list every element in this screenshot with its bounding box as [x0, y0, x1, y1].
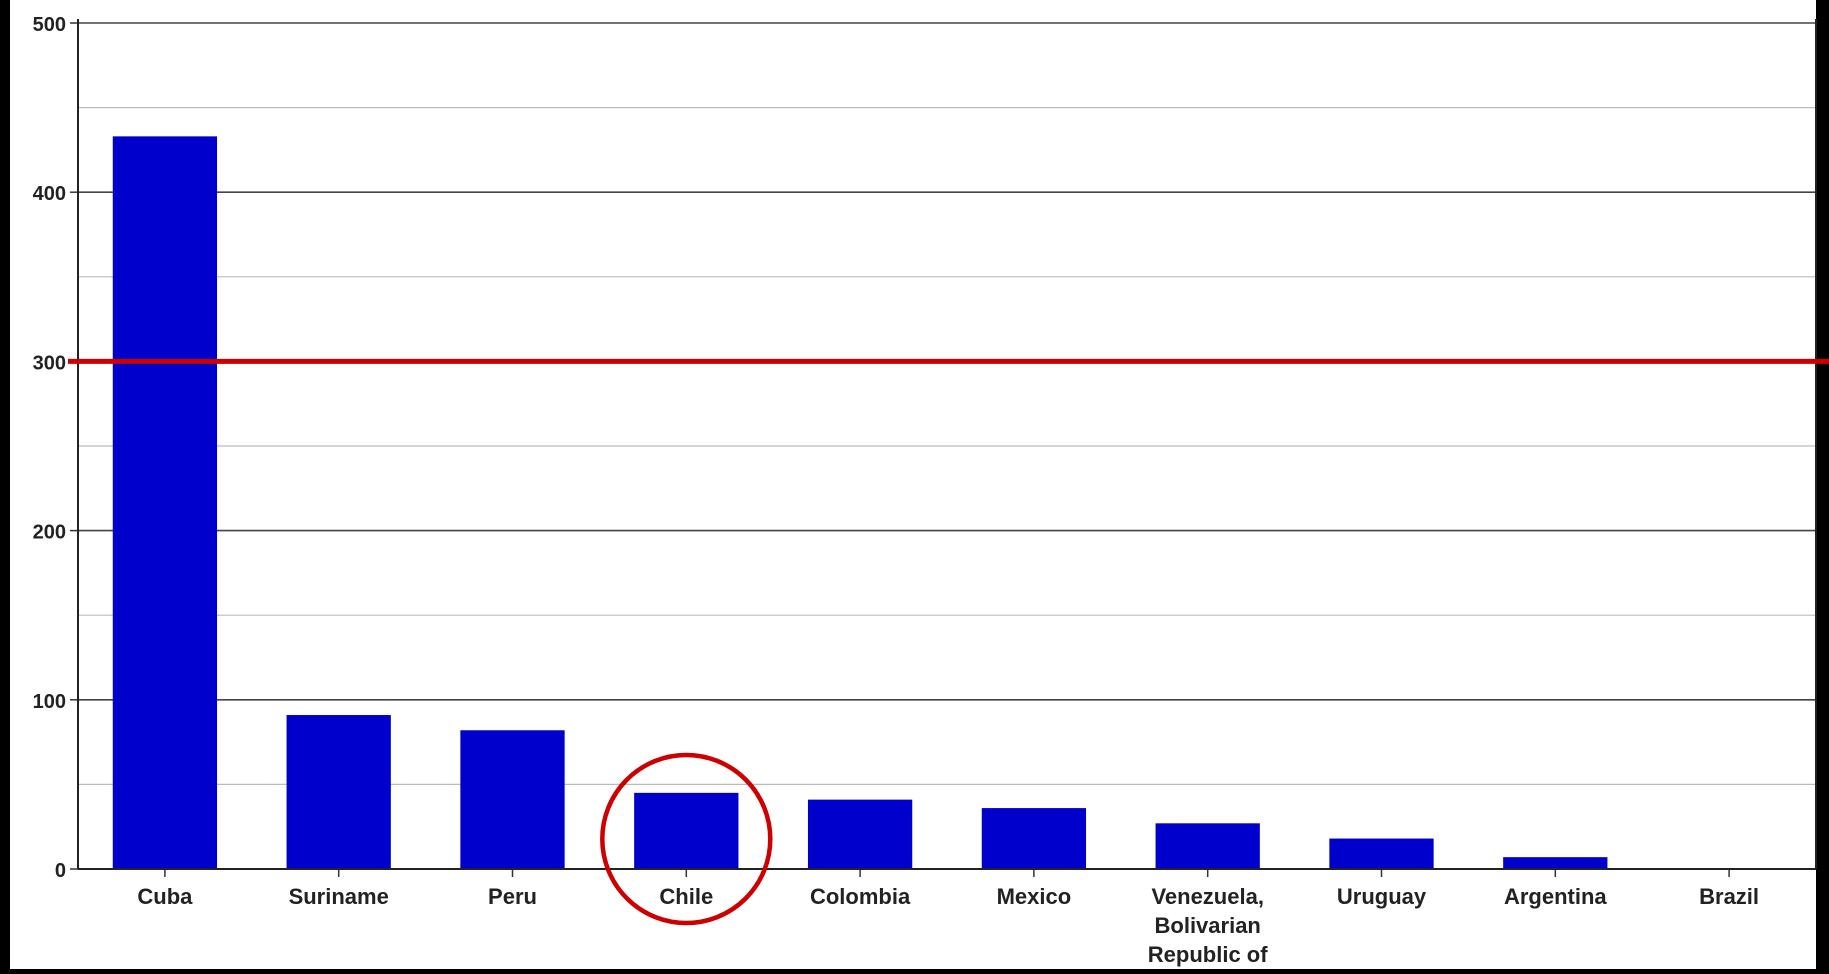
x-tick-label: Venezuela, Bolivarian Republic of [1148, 884, 1268, 967]
y-tick-label: 400 [33, 183, 66, 205]
overlay-layer [68, 358, 1829, 926]
axis-layer [70, 19, 1817, 877]
x-tick-label: Uruguay [1337, 884, 1427, 909]
bar-argentina [1503, 857, 1608, 869]
x-tick-label: Brazil [1699, 884, 1759, 909]
bar-suriname [286, 715, 391, 869]
bar-mexico [981, 808, 1087, 869]
y-tick-label: 300 [33, 352, 66, 374]
bar-venezuela-bolivarian-republic-of [1155, 823, 1260, 869]
x-tick-label: Colombia [810, 884, 911, 909]
x-tick-label: Argentina [1504, 884, 1607, 909]
bar-cuba [112, 136, 218, 869]
bar-layer [112, 136, 1608, 869]
bar-colombia [807, 799, 913, 869]
label-layer: 0 100 200 300 400 500 Cuba Suriname Peru Chile Col… [33, 14, 1759, 967]
x-tick-label: Peru [488, 884, 537, 909]
x-tick-label: Suriname [289, 884, 389, 909]
highlight-circle [600, 752, 773, 926]
bar-peru [460, 730, 565, 869]
bar-uruguay [1329, 838, 1434, 869]
y-tick-label: 0 [55, 860, 66, 882]
bar-chile [634, 792, 739, 869]
chart-background [10, 0, 1816, 969]
x-tick-label: Chile [659, 884, 713, 909]
y-tick-label: 500 [33, 14, 66, 36]
y-tick-label: 100 [33, 691, 66, 713]
x-tick-label: Mexico [997, 884, 1072, 909]
x-tick-label: Cuba [137, 884, 193, 909]
y-tick-label: 200 [33, 522, 66, 544]
